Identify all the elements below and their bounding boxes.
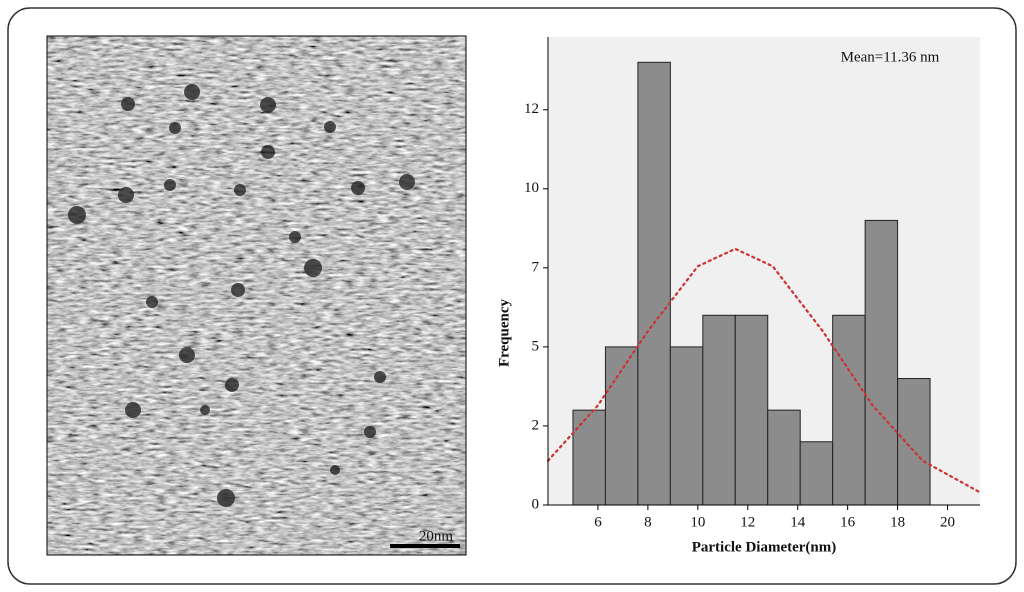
- y-axis-label: Frequency: [496, 298, 512, 367]
- x-tick-label: 10: [690, 514, 705, 530]
- x-tick-label: 8: [644, 514, 652, 530]
- bar: [702, 314, 736, 506]
- scale-label: 20nm: [419, 528, 454, 544]
- x-axis-label: Particle Diameter(nm): [692, 539, 837, 555]
- particles: [68, 84, 415, 507]
- bar: [734, 314, 769, 506]
- y-tick-label: 0: [532, 496, 540, 512]
- annotation: Mean=11.36 nm: [841, 49, 940, 65]
- micrograph-border: [46, 35, 467, 556]
- y-tick-label: 5: [532, 338, 540, 354]
- y-tick-label: 7: [532, 259, 540, 275]
- bar: [669, 346, 704, 506]
- x-tick-label: 12: [740, 514, 755, 530]
- bar: [897, 378, 931, 506]
- x-tick-label: 20: [940, 514, 955, 530]
- bar: [799, 441, 834, 506]
- x-tick-label: 18: [890, 514, 905, 530]
- bar: [637, 61, 671, 506]
- micrograph: 20nm: [47, 36, 466, 555]
- x-tick-label: 14: [790, 514, 806, 530]
- y-tick-label: 10: [524, 180, 539, 196]
- bar: [604, 346, 639, 506]
- fit-curve: [546, 247, 982, 494]
- bar: [864, 219, 899, 506]
- bar: [767, 409, 801, 506]
- y-tick-label: 2: [532, 417, 540, 433]
- micrograph-texture: [47, 36, 466, 555]
- bar: [832, 314, 866, 506]
- x-tick-label: 16: [840, 514, 856, 530]
- bar: [572, 409, 606, 506]
- y-tick-label: 12: [524, 101, 539, 117]
- x-tick-label: 6: [594, 514, 602, 530]
